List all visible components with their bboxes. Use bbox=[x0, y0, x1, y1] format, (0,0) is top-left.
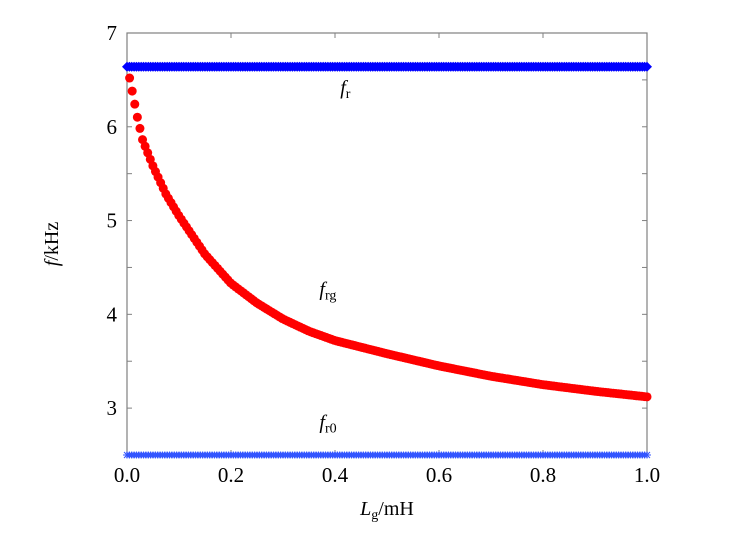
series-label-frg: frg bbox=[319, 279, 336, 304]
y-tick-label: 7 bbox=[107, 21, 118, 45]
y-tick-label: 5 bbox=[107, 209, 118, 233]
x-axis-label: Lg/mH bbox=[359, 498, 414, 523]
y-label-unit: /kHz bbox=[41, 222, 63, 261]
y-tick-label: 4 bbox=[107, 302, 118, 326]
series-label-main: f bbox=[340, 77, 348, 99]
x-tick-label: 1.0 bbox=[634, 463, 660, 487]
series-fr bbox=[122, 61, 652, 72]
series-label-sub: r0 bbox=[325, 422, 337, 437]
data-point-frg bbox=[642, 392, 652, 402]
y-axis-label: f/kHz bbox=[41, 222, 63, 267]
x-tick-label: 0.8 bbox=[530, 463, 556, 487]
x-label-sub: g bbox=[371, 508, 378, 523]
series-label-sub: r bbox=[346, 87, 351, 102]
data-point-fr0 bbox=[643, 451, 651, 459]
series-frg bbox=[125, 73, 652, 402]
y-tick-label: 6 bbox=[107, 115, 118, 139]
series-label-main: f bbox=[319, 279, 327, 301]
series-label-fr0: fr0 bbox=[319, 412, 336, 437]
series-fr0 bbox=[123, 451, 651, 459]
x-label-unit: /mH bbox=[378, 498, 414, 520]
x-label-main: L bbox=[359, 498, 371, 520]
series-label-fr: fr bbox=[340, 77, 351, 102]
x-tick-label: 0.0 bbox=[114, 463, 140, 487]
y-tick-label: 3 bbox=[107, 396, 118, 420]
series-label-sub: rg bbox=[325, 289, 336, 304]
data-point-frg bbox=[132, 112, 142, 122]
y-label-main: f bbox=[41, 258, 63, 266]
x-tick-label: 0.4 bbox=[322, 463, 349, 487]
data-point-frg bbox=[130, 99, 140, 109]
series-label-main: f bbox=[319, 412, 327, 434]
data-point-frg bbox=[127, 86, 137, 96]
data-point-fr bbox=[642, 61, 652, 72]
data-point-frg bbox=[125, 73, 135, 83]
x-tick-label: 0.6 bbox=[426, 463, 452, 487]
x-tick-label: 0.2 bbox=[218, 463, 244, 487]
data-point-frg bbox=[135, 123, 145, 133]
